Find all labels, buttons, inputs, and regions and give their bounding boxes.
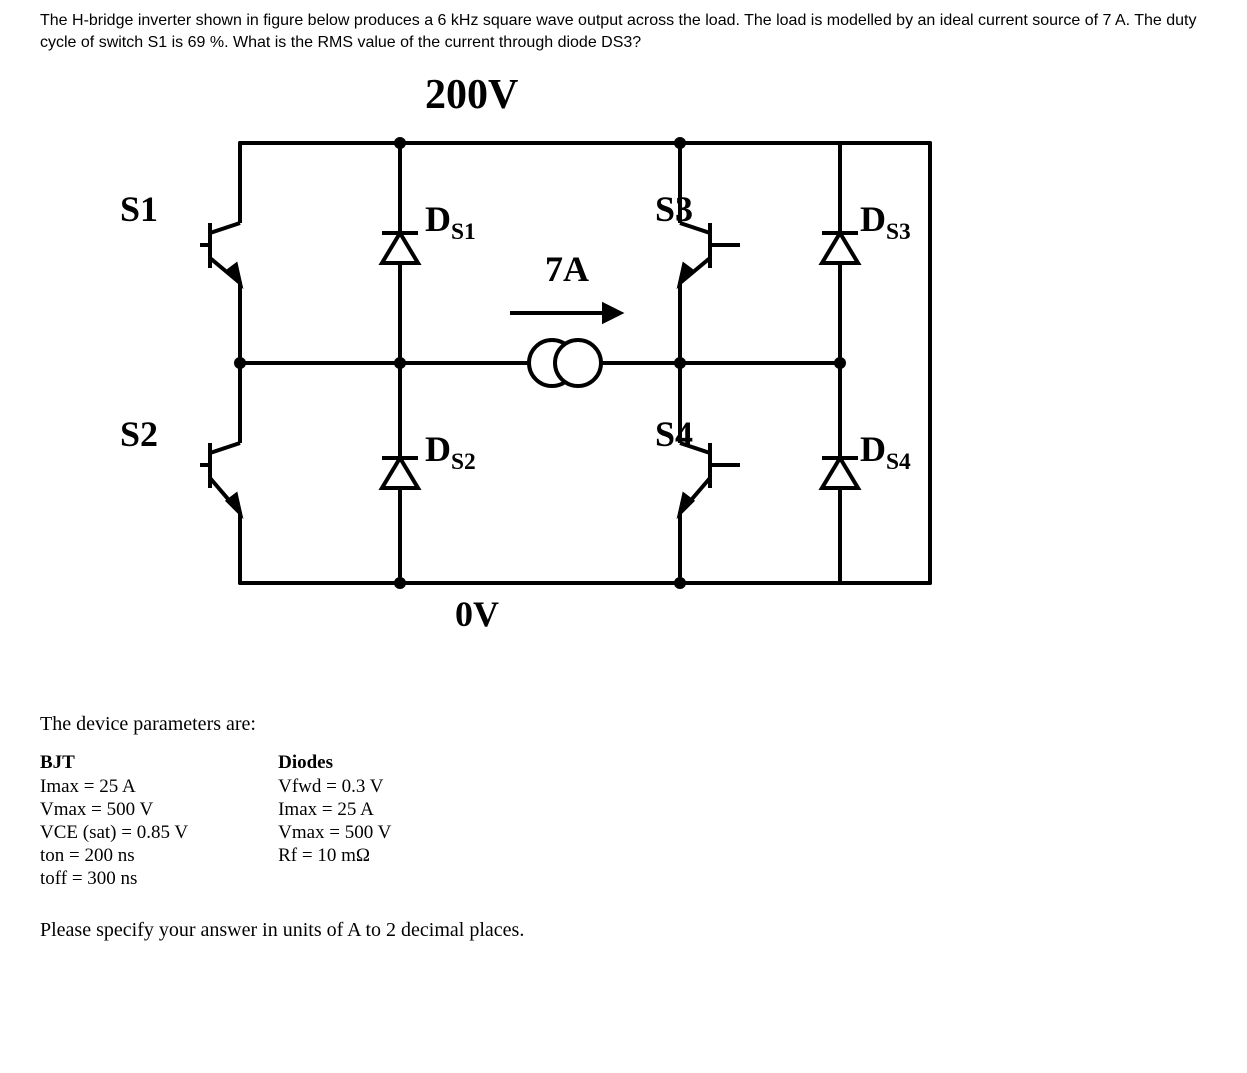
switch-s3-label: S3 [655, 188, 693, 230]
rail-bottom-label: 0V [455, 593, 499, 635]
question-text: The H-bridge inverter shown in figure be… [40, 10, 1207, 53]
device-parameters: BJT Imax = 25 A Vmax = 500 V VCE (sat) =… [40, 752, 1207, 891]
bjt-param: ton = 200 ns [40, 845, 188, 867]
bjt-param: toff = 300 ns [40, 868, 188, 890]
circuit-diagram: 200V 7A 0V S1 S2 S3 S4 DS1 DS2 DS3 DS4 [200, 83, 970, 663]
bjt-param: Vmax = 500 V [40, 799, 188, 821]
diode-ds4-label: DS4 [860, 428, 911, 476]
bjt-title: BJT [40, 752, 188, 774]
params-header: The device parameters are: [40, 713, 1207, 736]
switch-s1-label: S1 [120, 188, 158, 230]
diodes-column: Diodes Vfwd = 0.3 V Imax = 25 A Vmax = 5… [278, 752, 391, 891]
diodes-title: Diodes [278, 752, 391, 774]
bjt-param: VCE (sat) = 0.85 V [40, 822, 188, 844]
diode-param: Vfwd = 0.3 V [278, 776, 391, 798]
diode-param: Imax = 25 A [278, 799, 391, 821]
diode-ds3-label: DS3 [860, 198, 911, 246]
rail-top-label: 200V [425, 71, 518, 119]
switch-s4-label: S4 [655, 413, 693, 455]
diode-ds2-label: DS2 [425, 428, 476, 476]
bjt-param: Imax = 25 A [40, 776, 188, 798]
bjt-column: BJT Imax = 25 A Vmax = 500 V VCE (sat) =… [40, 752, 188, 891]
diode-param: Vmax = 500 V [278, 822, 391, 844]
switch-s2-label: S2 [120, 413, 158, 455]
load-current-label: 7A [545, 248, 589, 290]
diode-param: Rf = 10 mΩ [278, 845, 391, 867]
diode-ds1-label: DS1 [425, 198, 476, 246]
answer-instruction: Please specify your answer in units of A… [40, 919, 1207, 942]
